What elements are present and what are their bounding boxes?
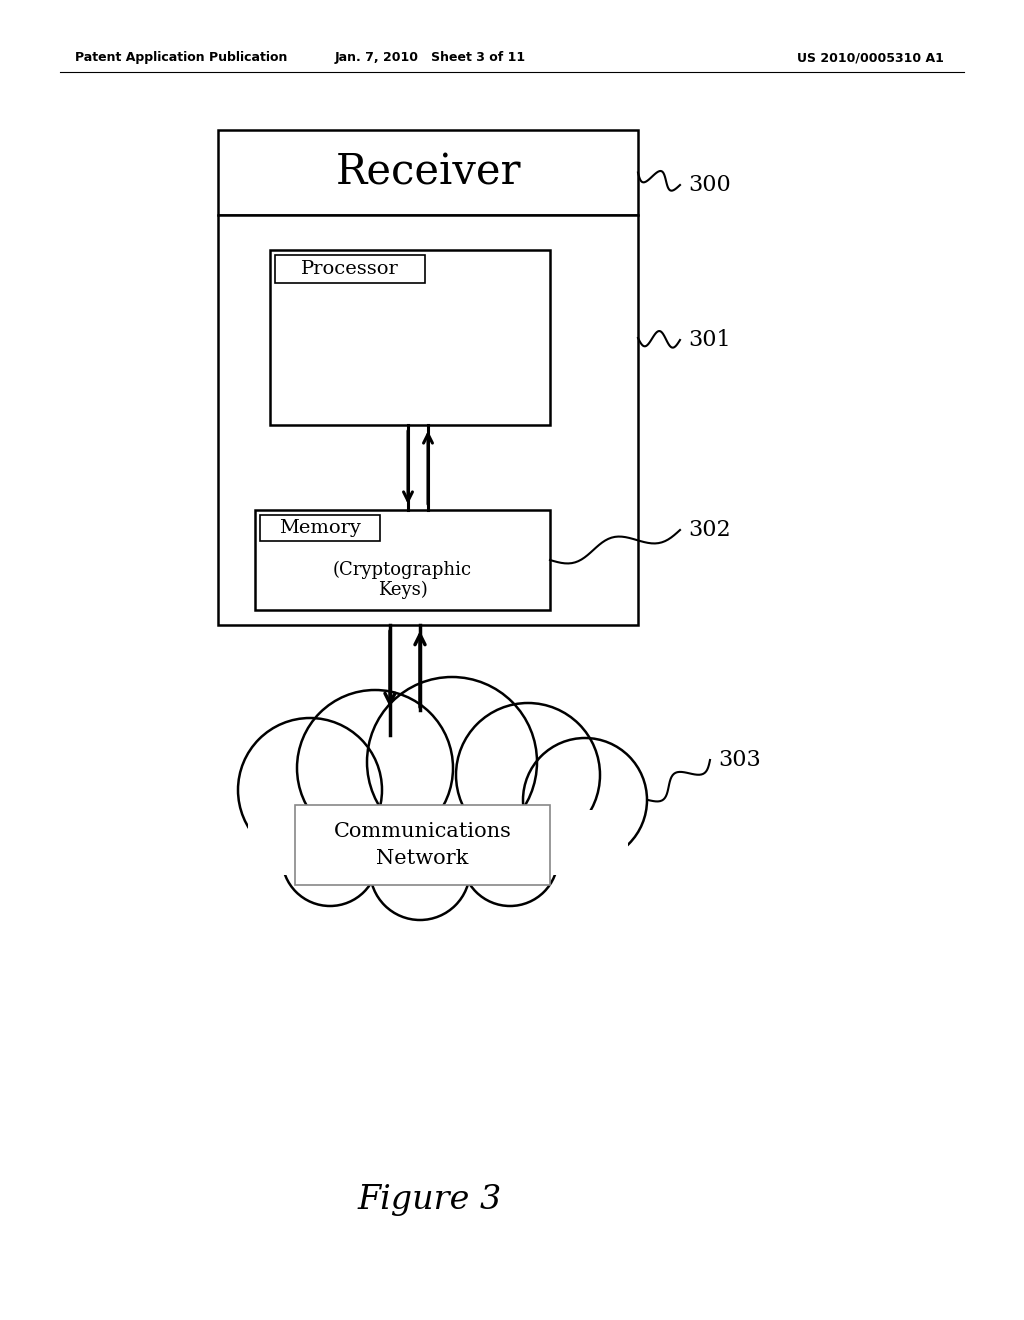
Text: 301: 301 [688,329,731,351]
Text: Jan. 7, 2010   Sheet 3 of 11: Jan. 7, 2010 Sheet 3 of 11 [335,51,525,65]
Text: 300: 300 [688,174,731,195]
Text: US 2010/0005310 A1: US 2010/0005310 A1 [797,51,943,65]
Circle shape [523,738,647,862]
Bar [275,255,425,282]
Text: 303: 303 [718,748,761,771]
Text: Receiver: Receiver [335,152,521,194]
Text: Keys): Keys) [378,581,427,599]
Bar [218,129,638,215]
Bar [270,820,580,870]
Text: Patent Application Publication: Patent Application Publication [75,51,288,65]
Text: Processor: Processor [301,260,399,279]
Circle shape [462,810,558,906]
Text: Memory: Memory [280,519,360,537]
Circle shape [370,820,470,920]
Bar [270,249,550,425]
Circle shape [456,704,600,847]
Text: 302: 302 [688,519,731,541]
Bar [230,800,650,875]
Bar [295,805,550,884]
Circle shape [367,677,537,847]
Text: Communications
Network: Communications Network [334,822,511,867]
Text: Figure 3: Figure 3 [357,1184,502,1216]
Circle shape [297,690,453,846]
Bar [255,510,550,610]
Bar [260,515,380,541]
Circle shape [282,810,378,906]
Bar [248,810,628,875]
Bar [218,215,638,624]
Text: (Cryptographic: (Cryptographic [333,561,472,579]
Circle shape [238,718,382,862]
